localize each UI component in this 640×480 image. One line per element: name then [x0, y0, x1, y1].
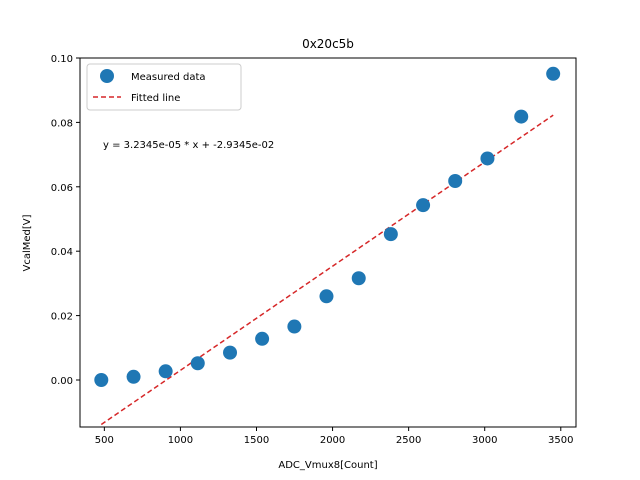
- x-tick-label: 1500: [244, 435, 269, 446]
- data-point: [158, 364, 173, 379]
- legend-box: [86, 63, 242, 111]
- x-tick-label: 2500: [396, 435, 421, 446]
- y-tick-label: 0.02: [51, 312, 73, 323]
- data-point: [416, 198, 431, 213]
- y-axis-label: VcalMed[V]: [22, 214, 33, 271]
- x-axis-label: ADC_Vmux8[Count]: [278, 460, 377, 471]
- legend: Measured data Fitted line: [86, 63, 242, 111]
- y-axis: 0.00 0.02 0.04 0.06 0.08 0.10: [51, 54, 80, 387]
- data-point: [223, 345, 238, 360]
- x-tick-label: 3000: [472, 435, 497, 446]
- data-point: [480, 151, 495, 166]
- y-tick-label: 0.06: [51, 183, 73, 194]
- data-point: [190, 356, 205, 371]
- y-tick-label: 0.00: [51, 376, 73, 387]
- x-tick-label: 500: [95, 435, 114, 446]
- x-tick-label: 3500: [548, 435, 573, 446]
- x-tick-label: 1000: [168, 435, 193, 446]
- data-point: [287, 319, 302, 334]
- plot-area: [94, 66, 561, 426]
- chart-title: 0x20c5b: [302, 37, 354, 51]
- x-tick-label: 2000: [320, 435, 345, 446]
- data-point: [126, 369, 141, 384]
- data-point: [94, 372, 109, 387]
- data-point: [546, 66, 561, 81]
- axes-frame: [79, 57, 577, 428]
- legend-label-measured: Measured data: [131, 72, 206, 83]
- y-tick-label: 0.08: [51, 118, 73, 129]
- fitted-line: [100, 114, 554, 426]
- data-point: [351, 271, 366, 286]
- data-point: [448, 174, 463, 188]
- legend-label-fitted: Fitted line: [131, 93, 180, 104]
- x-axis: 500 1000 1500 2000 2500 3000 3500: [95, 427, 574, 446]
- data-point: [383, 227, 398, 242]
- y-tick-label: 0.04: [51, 247, 73, 258]
- fit-equation-annotation: y = 3.2345e-05 * x + -2.9345e-02: [103, 140, 274, 151]
- data-point: [319, 289, 334, 304]
- data-point: [514, 109, 529, 124]
- legend-marker-measured: [100, 69, 114, 83]
- data-point: [255, 331, 270, 346]
- y-tick-label: 0.10: [51, 54, 73, 65]
